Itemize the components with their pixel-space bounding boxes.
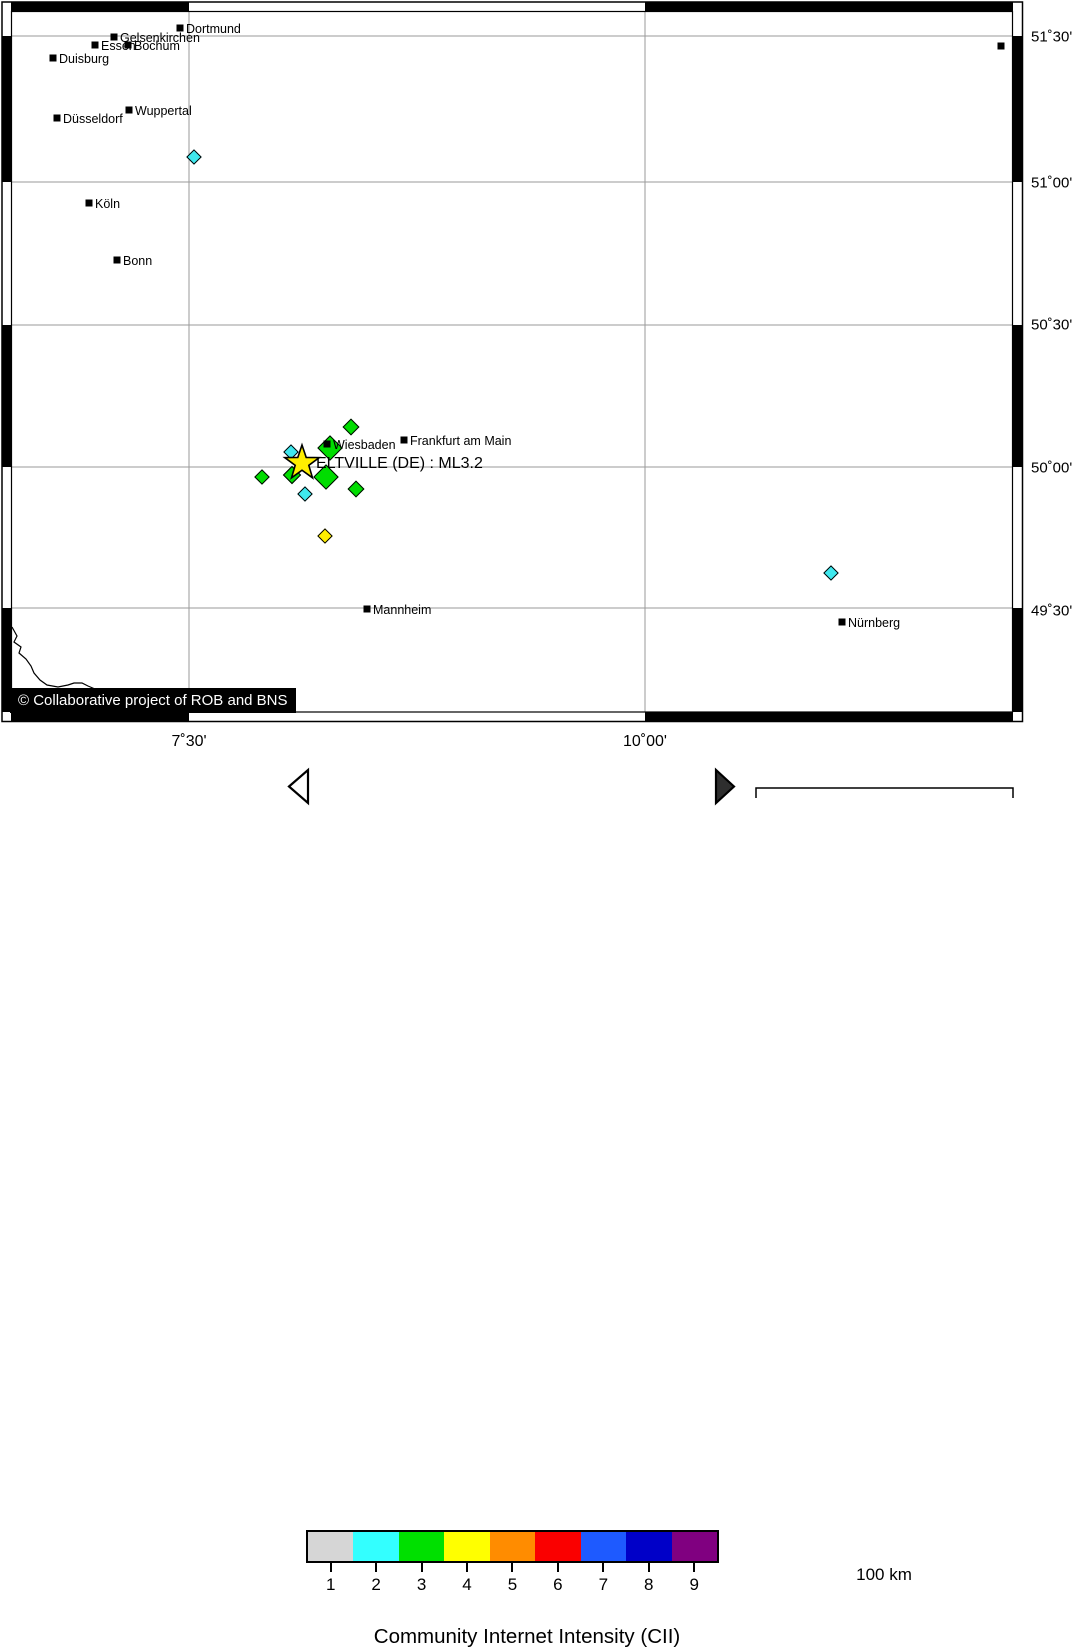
city-label: Düsseldorf	[63, 112, 123, 126]
colorbar-tick	[308, 1563, 353, 1573]
city-square-icon	[125, 106, 133, 114]
colorbar-value-2: 2	[371, 1575, 381, 1594]
colorbar-ticks	[308, 1563, 717, 1573]
colorbar-tick	[399, 1563, 444, 1573]
lon-label: 10˚00'	[623, 733, 667, 750]
city-label: Wiesbaden	[333, 438, 396, 452]
scalebar-bracket	[755, 787, 1014, 798]
colorbar-value-5: 5	[507, 1575, 518, 1594]
city-layer: Dortmund Gelsenkirchen Essen Bochum Duis…	[0, 0, 1024, 722]
tick-mark	[602, 1563, 605, 1572]
lat-label: 51˚30'	[1031, 28, 1073, 46]
colorbar-cell-6	[535, 1532, 581, 1561]
copyright-note: © Collaborative project of ROB and BNS	[10, 688, 296, 713]
lat-label: 50˚00'	[1031, 459, 1073, 477]
colorbar-value-6: 6	[553, 1575, 563, 1594]
colorbar-tick	[672, 1563, 717, 1573]
colorbar-cell-9	[671, 1532, 717, 1561]
city-square-icon	[323, 440, 331, 448]
city-label: Köln	[95, 197, 121, 211]
tick-mark	[556, 1563, 559, 1572]
colorbar-cell-7	[580, 1532, 627, 1561]
city-square-icon	[363, 605, 371, 613]
colorbar-cell-2	[353, 1532, 399, 1561]
lon-label: 7˚30'	[171, 733, 207, 750]
lat-label: 51˚00'	[1031, 174, 1073, 192]
city-square-icon	[997, 42, 1005, 50]
colorbar-tick	[581, 1563, 626, 1573]
colorbar-above-arrow-icon	[714, 767, 736, 806]
colorbar-below-arrow-icon	[287, 767, 310, 806]
colorbar-value-8: 8	[644, 1575, 654, 1594]
city-label: Nürnberg	[848, 616, 901, 630]
city-label: Wuppertal	[135, 104, 192, 118]
colorbar-value-7: 7	[598, 1575, 609, 1594]
city-square-icon	[85, 199, 93, 207]
tick-mark	[329, 1563, 332, 1572]
legend: 1 2 3 4 5 6 7 8 9 100 km Community Internet Inte…	[0, 760, 1088, 1648]
city-label: Mannheim	[373, 603, 432, 617]
legend-shapes	[287, 767, 1014, 806]
epicenter-label: ELTVILLE (DE) : ML3.2	[316, 455, 483, 472]
colorbar-tick	[535, 1563, 580, 1573]
city-label: Bochum	[134, 39, 180, 53]
colorbar-tick	[353, 1563, 398, 1573]
colorbar-cell-1	[308, 1532, 354, 1561]
tick-mark	[693, 1563, 696, 1572]
tick-mark	[375, 1563, 378, 1572]
colorbar-cell-8	[626, 1532, 672, 1561]
colorbar-value-3: 3	[416, 1575, 427, 1594]
colorbar-cell-3	[398, 1532, 445, 1561]
tick-mark	[420, 1563, 423, 1572]
city-square-icon	[49, 54, 57, 62]
scalebar-label: 100 km	[856, 1565, 912, 1584]
tick-mark	[466, 1563, 469, 1572]
tick-mark	[511, 1563, 514, 1572]
colorbar-tick	[444, 1563, 489, 1573]
colorbar-tick	[626, 1563, 671, 1573]
city-label: Frankfurt am Main	[410, 434, 512, 448]
city-square-icon	[124, 41, 132, 49]
colorbar-value-1: 1	[325, 1575, 336, 1594]
colorbar-cell-4	[444, 1532, 490, 1561]
colorbar-cell-5	[489, 1532, 536, 1561]
lat-label: 49˚30'	[1031, 602, 1073, 620]
city-square-icon	[400, 436, 408, 444]
tick-mark	[647, 1563, 650, 1572]
colorbar-value-9: 9	[689, 1575, 699, 1594]
colorbar-values: 1 2 3 4 5 6 7 8 9	[308, 1575, 717, 1595]
colorbar-value-4: 4	[462, 1575, 472, 1594]
city-label: Bonn	[123, 254, 153, 268]
city-label: Duisburg	[59, 52, 110, 66]
city-square-icon	[838, 618, 846, 626]
city-square-icon	[113, 256, 121, 264]
city-square-icon	[53, 114, 61, 122]
cii-colorbar	[306, 1530, 719, 1563]
intensity-map: Dortmund Gelsenkirchen Essen Bochum Duis…	[0, 0, 1088, 760]
legend-title: Community Internet Intensity (CII)	[373, 1625, 681, 1648]
colorbar-tick	[490, 1563, 535, 1573]
lat-label: 50˚30'	[1031, 316, 1073, 334]
city-square-icon	[91, 41, 99, 49]
